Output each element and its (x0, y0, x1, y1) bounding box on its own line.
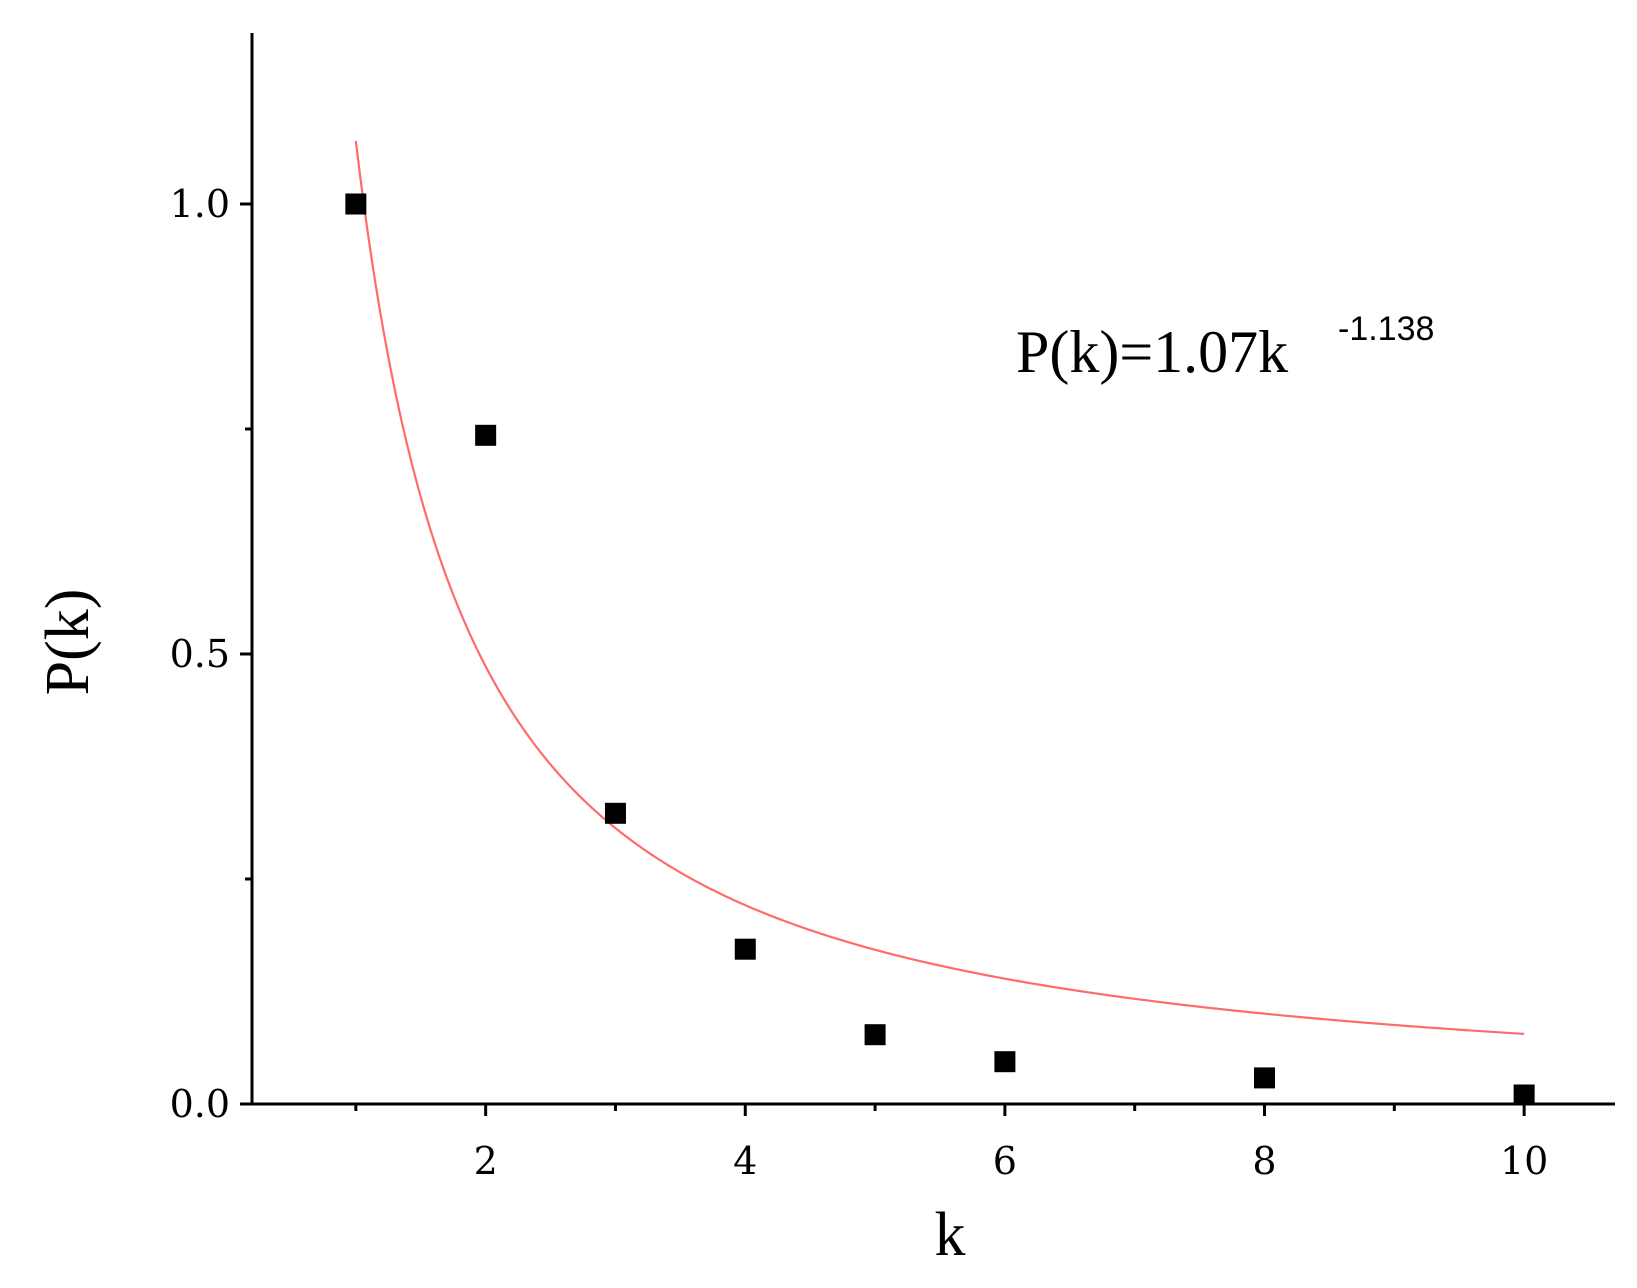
data-point (1254, 1067, 1276, 1089)
data-point (1513, 1084, 1535, 1106)
y-tick-label: 1.0 (170, 182, 230, 226)
x-tick-label: 4 (733, 1139, 757, 1183)
data-point (864, 1024, 886, 1046)
data-point (604, 802, 626, 824)
axes (250, 33, 1615, 1106)
x-tick-label: 10 (1500, 1139, 1548, 1183)
data-point (734, 938, 756, 960)
data-points (345, 193, 1535, 1106)
y-ticks: 0.0 0.5 1.0 (170, 182, 252, 1126)
y-tick-label: 0.5 (170, 632, 230, 676)
fit-equation: P(k)=1.07k (1016, 319, 1288, 385)
y-axis-title: P(k) (34, 589, 102, 696)
y-tick-label: 0.0 (170, 1082, 230, 1126)
data-point (994, 1051, 1016, 1073)
x-tick-label: 2 (474, 1139, 498, 1183)
fit-equation-exponent: -1.138 (1338, 310, 1434, 348)
x-tick-label: 8 (1252, 1139, 1276, 1183)
data-point (345, 193, 367, 215)
x-axis-title: k (935, 1201, 966, 1269)
data-point (475, 424, 497, 446)
x-ticks: 2 4 6 8 10 (354, 1104, 1548, 1183)
x-tick-label: 6 (993, 1139, 1017, 1183)
fit-curve (354, 140, 1525, 1036)
